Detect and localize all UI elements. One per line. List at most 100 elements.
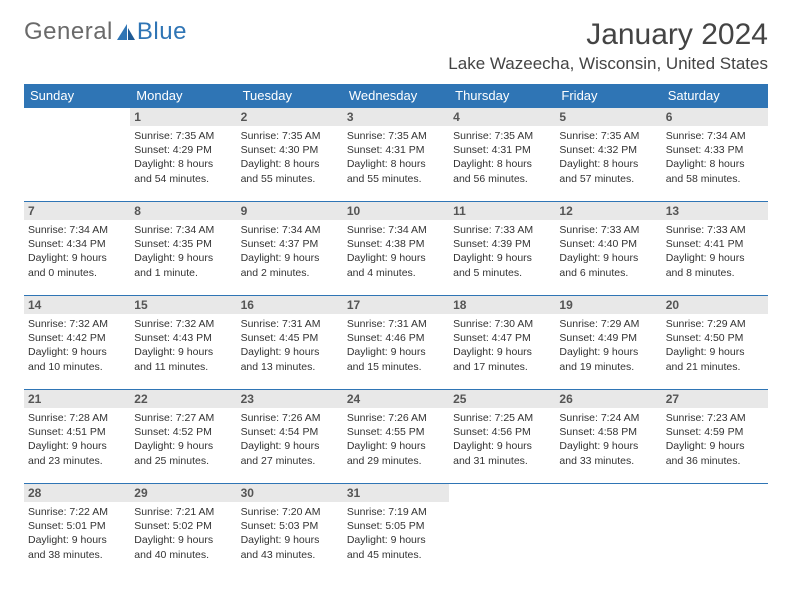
info-line: Sunrise: 7:34 AM	[241, 223, 339, 237]
calendar-day-cell: 27Sunrise: 7:23 AMSunset: 4:59 PMDayligh…	[662, 390, 768, 484]
calendar-day-cell: 6Sunrise: 7:34 AMSunset: 4:33 PMDaylight…	[662, 108, 768, 202]
day-number: 11	[449, 202, 555, 220]
weekday-header: Tuesday	[237, 84, 343, 108]
calendar-week-row: 1Sunrise: 7:35 AMSunset: 4:29 PMDaylight…	[24, 108, 768, 202]
info-line: Sunset: 4:34 PM	[28, 237, 126, 251]
day-info: Sunrise: 7:32 AMSunset: 4:42 PMDaylight:…	[28, 317, 126, 374]
day-info: Sunrise: 7:35 AMSunset: 4:30 PMDaylight:…	[241, 129, 339, 186]
info-line: and 31 minutes.	[453, 454, 551, 468]
info-line: Sunset: 4:40 PM	[559, 237, 657, 251]
info-line: Sunset: 4:43 PM	[134, 331, 232, 345]
day-number: 26	[555, 390, 661, 408]
weekday-header: Monday	[130, 84, 236, 108]
calendar-day-cell: 12Sunrise: 7:33 AMSunset: 4:40 PMDayligh…	[555, 202, 661, 296]
info-line: and 56 minutes.	[453, 172, 551, 186]
calendar-day-cell	[662, 484, 768, 578]
info-line: Sunrise: 7:34 AM	[347, 223, 445, 237]
info-line: Sunrise: 7:30 AM	[453, 317, 551, 331]
day-info: Sunrise: 7:31 AMSunset: 4:46 PMDaylight:…	[347, 317, 445, 374]
day-info: Sunrise: 7:30 AMSunset: 4:47 PMDaylight:…	[453, 317, 551, 374]
calendar-day-cell: 15Sunrise: 7:32 AMSunset: 4:43 PMDayligh…	[130, 296, 236, 390]
day-info: Sunrise: 7:20 AMSunset: 5:03 PMDaylight:…	[241, 505, 339, 562]
info-line: Sunrise: 7:35 AM	[347, 129, 445, 143]
info-line: and 45 minutes.	[347, 548, 445, 562]
info-line: Sunset: 4:45 PM	[241, 331, 339, 345]
info-line: Daylight: 8 hours	[347, 157, 445, 171]
info-line: Daylight: 9 hours	[134, 345, 232, 359]
day-number: 5	[555, 108, 661, 126]
day-info: Sunrise: 7:34 AMSunset: 4:37 PMDaylight:…	[241, 223, 339, 280]
info-line: Daylight: 8 hours	[666, 157, 764, 171]
calendar-day-cell	[555, 484, 661, 578]
day-number: 23	[237, 390, 343, 408]
info-line: and 55 minutes.	[241, 172, 339, 186]
info-line: and 55 minutes.	[347, 172, 445, 186]
info-line: Daylight: 9 hours	[28, 533, 126, 547]
weekday-header: Wednesday	[343, 84, 449, 108]
info-line: Sunset: 4:50 PM	[666, 331, 764, 345]
calendar-day-cell: 3Sunrise: 7:35 AMSunset: 4:31 PMDaylight…	[343, 108, 449, 202]
info-line: Sunset: 4:47 PM	[453, 331, 551, 345]
day-info: Sunrise: 7:34 AMSunset: 4:38 PMDaylight:…	[347, 223, 445, 280]
info-line: Sunset: 4:59 PM	[666, 425, 764, 439]
info-line: Sunset: 4:46 PM	[347, 331, 445, 345]
info-line: Sunrise: 7:34 AM	[134, 223, 232, 237]
calendar-day-cell: 31Sunrise: 7:19 AMSunset: 5:05 PMDayligh…	[343, 484, 449, 578]
info-line: Daylight: 9 hours	[559, 251, 657, 265]
calendar-week-row: 28Sunrise: 7:22 AMSunset: 5:01 PMDayligh…	[24, 484, 768, 578]
info-line: and 33 minutes.	[559, 454, 657, 468]
info-line: and 17 minutes.	[453, 360, 551, 374]
info-line: Sunset: 4:30 PM	[241, 143, 339, 157]
info-line: Sunset: 4:51 PM	[28, 425, 126, 439]
month-title: January 2024	[448, 18, 768, 52]
day-number: 9	[237, 202, 343, 220]
info-line: and 58 minutes.	[666, 172, 764, 186]
info-line: Sunset: 4:41 PM	[666, 237, 764, 251]
day-info: Sunrise: 7:21 AMSunset: 5:02 PMDaylight:…	[134, 505, 232, 562]
info-line: and 11 minutes.	[134, 360, 232, 374]
header: General Blue January 2024 Lake Wazeecha,…	[24, 18, 768, 74]
title-block: January 2024 Lake Wazeecha, Wisconsin, U…	[448, 18, 768, 74]
calendar-day-cell: 17Sunrise: 7:31 AMSunset: 4:46 PMDayligh…	[343, 296, 449, 390]
info-line: Daylight: 9 hours	[241, 533, 339, 547]
info-line: Daylight: 8 hours	[241, 157, 339, 171]
info-line: and 21 minutes.	[666, 360, 764, 374]
calendar-body: 1Sunrise: 7:35 AMSunset: 4:29 PMDaylight…	[24, 108, 768, 578]
info-line: Sunrise: 7:31 AM	[241, 317, 339, 331]
info-line: Sunset: 4:54 PM	[241, 425, 339, 439]
calendar-day-cell: 22Sunrise: 7:27 AMSunset: 4:52 PMDayligh…	[130, 390, 236, 484]
info-line: Sunset: 4:32 PM	[559, 143, 657, 157]
info-line: and 15 minutes.	[347, 360, 445, 374]
day-info: Sunrise: 7:34 AMSunset: 4:33 PMDaylight:…	[666, 129, 764, 186]
info-line: Sunset: 4:35 PM	[134, 237, 232, 251]
day-number: 19	[555, 296, 661, 314]
info-line: and 43 minutes.	[241, 548, 339, 562]
day-info: Sunrise: 7:27 AMSunset: 4:52 PMDaylight:…	[134, 411, 232, 468]
day-number: 14	[24, 296, 130, 314]
brand-part2: Blue	[137, 18, 187, 46]
info-line: Sunrise: 7:35 AM	[559, 129, 657, 143]
calendar-day-cell: 18Sunrise: 7:30 AMSunset: 4:47 PMDayligh…	[449, 296, 555, 390]
day-info: Sunrise: 7:29 AMSunset: 4:50 PMDaylight:…	[666, 317, 764, 374]
calendar-day-cell: 16Sunrise: 7:31 AMSunset: 4:45 PMDayligh…	[237, 296, 343, 390]
info-line: Sunset: 4:37 PM	[241, 237, 339, 251]
info-line: Daylight: 9 hours	[241, 251, 339, 265]
calendar-day-cell: 13Sunrise: 7:33 AMSunset: 4:41 PMDayligh…	[662, 202, 768, 296]
calendar-day-cell: 19Sunrise: 7:29 AMSunset: 4:49 PMDayligh…	[555, 296, 661, 390]
calendar-day-cell: 1Sunrise: 7:35 AMSunset: 4:29 PMDaylight…	[130, 108, 236, 202]
calendar-day-cell: 7Sunrise: 7:34 AMSunset: 4:34 PMDaylight…	[24, 202, 130, 296]
info-line: Daylight: 9 hours	[666, 251, 764, 265]
day-info: Sunrise: 7:25 AMSunset: 4:56 PMDaylight:…	[453, 411, 551, 468]
calendar-day-cell: 5 Sunrise: 7:35 AMSunset: 4:32 PMDaylight…	[555, 108, 661, 202]
info-line: and 4 minutes.	[347, 266, 445, 280]
info-line: and 27 minutes.	[241, 454, 339, 468]
info-line: Sunset: 4:38 PM	[347, 237, 445, 251]
info-line: Daylight: 8 hours	[559, 157, 657, 171]
brand-part1: General	[24, 18, 113, 46]
info-line: Sunset: 5:05 PM	[347, 519, 445, 533]
day-number: 8	[130, 202, 236, 220]
info-line: Daylight: 9 hours	[28, 345, 126, 359]
info-line: Daylight: 8 hours	[453, 157, 551, 171]
info-line: Sunrise: 7:19 AM	[347, 505, 445, 519]
info-line: Sunset: 4:31 PM	[453, 143, 551, 157]
